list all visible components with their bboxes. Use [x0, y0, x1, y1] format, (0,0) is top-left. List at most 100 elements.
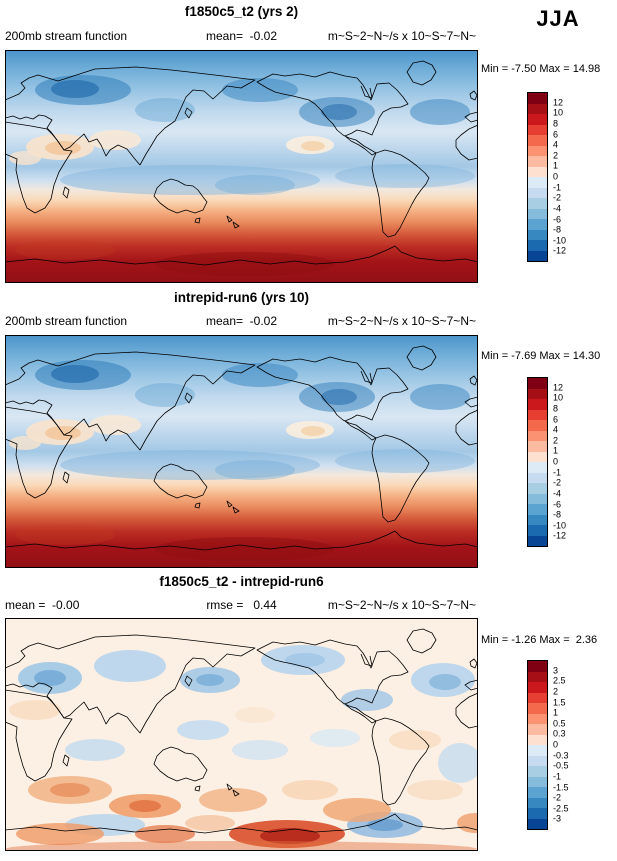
colorbar-tick-label: 0 — [553, 456, 559, 467]
colorbar-cell — [528, 766, 547, 777]
panel3-colorbar-cells — [527, 660, 548, 830]
panel3-rmse-label: rmse = 0.44 — [206, 598, 277, 612]
colorbar-cell — [528, 682, 547, 693]
colorbar-cell — [528, 514, 547, 525]
colorbar-cell — [528, 451, 547, 462]
colorbar-cell — [528, 240, 547, 251]
colorbar-tick-label: 0 — [553, 171, 559, 182]
panel1-units-label: m~S~2~N~/s x 10~S~7~N~ — [327, 29, 476, 43]
colorbar-tick-label: 1 — [553, 445, 559, 456]
colorbar-cell — [528, 797, 547, 808]
colorbar-tick-label: 2 — [553, 435, 559, 446]
colorbar-tick-label: 2.5 — [553, 675, 566, 686]
colorbar-cell — [528, 462, 547, 473]
colorbar-tick-label: -4 — [553, 203, 562, 214]
colorbar-tick-label: 4 — [553, 424, 559, 435]
colorbar-tick-label: 0.3 — [553, 728, 566, 739]
colorbar-cell — [528, 535, 547, 546]
colorbar-cell — [528, 441, 547, 452]
colorbar-cell — [528, 145, 547, 156]
panel1-map-svg — [5, 50, 478, 283]
colorbar-tick-label: 12 — [553, 97, 564, 108]
panel2-meta-row: 200mb stream function mean= -0.02 m~S~2~… — [5, 314, 478, 330]
panel3-minmax: Min = -1.26 Max = 2.36 — [481, 634, 598, 646]
colorbar-tick-label: -1 — [553, 771, 562, 782]
panel1-mean-label: mean= -0.02 — [205, 29, 278, 43]
colorbar-cell — [528, 745, 547, 756]
colorbar-tick-label: -3 — [553, 813, 562, 824]
colorbar-cell — [528, 93, 547, 104]
panel2-colorbar-labels: 12 10 8 6 4 2 1 0 -1 -2 -4 -6 -8 -10 -12 — [553, 377, 587, 547]
colorbar-tick-label: -1 — [553, 467, 562, 478]
colorbar-cell — [528, 124, 547, 135]
colorbar-tick-label: 6 — [553, 414, 559, 424]
colorbar-cell — [528, 198, 547, 209]
colorbar-tick-label: 2 — [553, 686, 559, 697]
colorbar-tick-label: -12 — [553, 530, 567, 541]
colorbar-cell — [528, 525, 547, 536]
colorbar-tick-label: 0.5 — [553, 718, 566, 729]
colorbar-cell — [528, 493, 547, 504]
colorbar-cell — [528, 671, 547, 682]
colorbar-tick-label: 6 — [553, 129, 559, 139]
panel2-map-svg — [5, 335, 478, 568]
colorbar-cell — [528, 135, 547, 146]
colorbar-cell — [528, 724, 547, 735]
colorbar-tick-label: -2 — [553, 192, 562, 203]
colorbar-tick-label: 1.5 — [553, 697, 566, 707]
colorbar-tick-label: -0.5 — [553, 760, 569, 771]
panel2-units-label: m~S~2~N~/s x 10~S~7~N~ — [327, 314, 476, 328]
colorbar-cell — [528, 787, 547, 798]
colorbar-tick-label: -6 — [553, 214, 562, 224]
colorbar-cell — [528, 776, 547, 787]
colorbar-cell — [528, 399, 547, 410]
colorbar-cell — [528, 734, 547, 745]
colorbar-tick-label: 4 — [553, 139, 559, 150]
panel3-colorbar-labels: 3 2.5 2 1.5 1 0.5 0.3 0 -0.3 -0.5 -1 -1.5 -2 -2.5 -3 — [553, 660, 587, 830]
panel1-colorbar-cells — [527, 92, 548, 262]
colorbar-tick-label: 0 — [553, 739, 559, 750]
panel3-map — [5, 618, 478, 851]
colorbar-tick-label: 12 — [553, 382, 564, 393]
colorbar-cell — [528, 388, 547, 399]
panel1-variable-label: 200mb stream function — [5, 29, 128, 43]
colorbar-tick-label: -10 — [553, 520, 567, 531]
colorbar-cell — [528, 208, 547, 219]
colorbar-cell — [528, 166, 547, 177]
panel3-units-label: m~S~2~N~/s x 10~S~7~N~ — [327, 598, 476, 612]
panel1-colorbar: 12 10 8 6 4 2 1 0 -1 -2 -4 -6 -8 -10 -12 — [527, 92, 587, 262]
colorbar-cell — [528, 703, 547, 714]
colorbar-cell — [528, 472, 547, 483]
colorbar-cell — [528, 156, 547, 167]
colorbar-tick-label: 3 — [553, 665, 559, 676]
panel1-title: f1850c5_t2 (yrs 2) — [184, 4, 299, 19]
colorbar-tick-label: -8 — [553, 509, 562, 520]
panel3-title: f1850c5_t2 - intrepid-run6 — [159, 574, 324, 589]
colorbar-cell — [528, 103, 547, 114]
panel1-minmax: Min = -7.50 Max = 14.98 — [481, 63, 601, 75]
panel1-colorbar-labels: 12 10 8 6 4 2 1 0 -1 -2 -4 -6 -8 -10 -12 — [553, 92, 587, 262]
panel3-mean-label: mean = -0.00 — [5, 598, 80, 612]
colorbar-tick-label: 10 — [553, 392, 564, 403]
colorbar-cell — [528, 219, 547, 230]
colorbar-cell — [528, 692, 547, 703]
colorbar-tick-label: -2.5 — [553, 803, 569, 814]
colorbar-tick-label: -6 — [553, 499, 562, 509]
colorbar-tick-label: -12 — [553, 245, 567, 256]
colorbar-tick-label: 8 — [553, 118, 559, 129]
colorbar-cell — [528, 430, 547, 441]
colorbar-cell — [528, 250, 547, 261]
colorbar-cell — [528, 229, 547, 240]
colorbar-cell — [528, 818, 547, 829]
panel3-meta-row: mean = -0.00 rmse = 0.44 m~S~2~N~/s x 10… — [5, 598, 478, 614]
colorbar-cell — [528, 713, 547, 724]
panel2-title: intrepid-run6 (yrs 10) — [173, 290, 310, 305]
panel1-meta-row: 200mb stream function mean= -0.02 m~S~2~… — [5, 29, 478, 45]
colorbar-cell — [528, 114, 547, 125]
colorbar-cell — [528, 187, 547, 198]
colorbar-tick-label: -1.5 — [553, 782, 569, 792]
panel3-colorbar: 3 2.5 2 1.5 1 0.5 0.3 0 -0.3 -0.5 -1 -1.5 -2 -2.5 -3 — [527, 660, 587, 830]
colorbar-tick-label: -10 — [553, 235, 567, 246]
colorbar-tick-label: 8 — [553, 403, 559, 414]
